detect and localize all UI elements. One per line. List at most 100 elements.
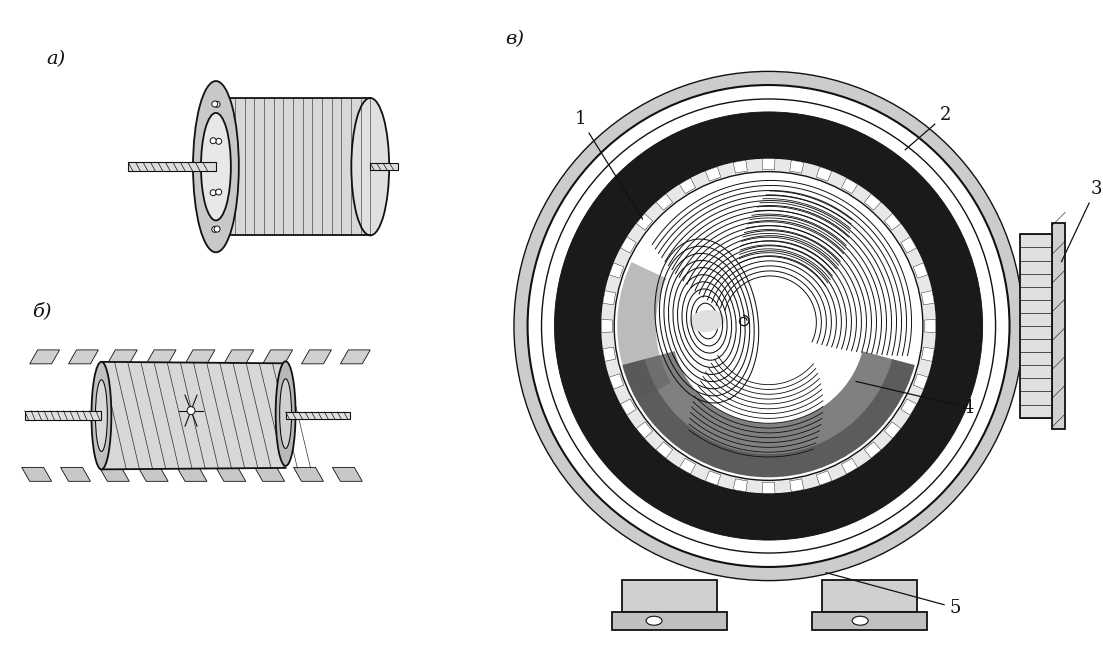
Wedge shape	[913, 374, 928, 389]
Polygon shape	[224, 350, 254, 364]
Text: 1: 1	[575, 110, 643, 219]
Wedge shape	[733, 160, 748, 173]
Bar	[216, 98, 371, 236]
Text: б): б)	[32, 302, 51, 320]
Wedge shape	[762, 482, 775, 493]
Wedge shape	[622, 351, 914, 477]
Wedge shape	[865, 194, 881, 210]
Circle shape	[614, 172, 923, 480]
Wedge shape	[921, 290, 934, 305]
Wedge shape	[901, 237, 917, 253]
Wedge shape	[656, 442, 673, 458]
Polygon shape	[263, 350, 292, 364]
Ellipse shape	[193, 81, 239, 253]
Bar	[812, 612, 927, 630]
Ellipse shape	[689, 310, 725, 332]
Wedge shape	[679, 458, 696, 474]
Wedge shape	[603, 290, 615, 305]
Bar	[1020, 234, 1052, 417]
Wedge shape	[790, 478, 804, 492]
Ellipse shape	[352, 98, 389, 236]
Circle shape	[601, 159, 935, 493]
Wedge shape	[601, 320, 612, 333]
Circle shape	[211, 189, 216, 196]
Wedge shape	[555, 112, 983, 540]
Wedge shape	[621, 237, 636, 253]
Polygon shape	[138, 467, 168, 481]
Polygon shape	[101, 362, 286, 469]
Wedge shape	[865, 442, 881, 458]
Circle shape	[212, 101, 217, 107]
Wedge shape	[621, 399, 636, 415]
Polygon shape	[185, 350, 215, 364]
Circle shape	[515, 72, 1022, 580]
Wedge shape	[924, 320, 935, 333]
Ellipse shape	[92, 362, 111, 469]
Wedge shape	[790, 160, 804, 173]
Polygon shape	[255, 467, 285, 481]
Text: в): в)	[505, 30, 524, 48]
Wedge shape	[901, 399, 917, 415]
Wedge shape	[618, 262, 671, 402]
Text: 3: 3	[1061, 180, 1102, 262]
Circle shape	[188, 407, 195, 415]
Wedge shape	[622, 359, 914, 477]
Bar	[24, 411, 101, 421]
Wedge shape	[816, 167, 832, 181]
Circle shape	[214, 226, 221, 232]
Ellipse shape	[276, 361, 296, 466]
Wedge shape	[609, 263, 624, 278]
Bar	[622, 580, 717, 612]
Ellipse shape	[280, 379, 291, 449]
Polygon shape	[341, 350, 371, 364]
Wedge shape	[679, 178, 696, 194]
Ellipse shape	[853, 616, 868, 625]
Polygon shape	[99, 467, 129, 481]
Wedge shape	[636, 422, 653, 438]
Wedge shape	[842, 178, 858, 194]
Polygon shape	[216, 467, 246, 481]
Text: 4: 4	[856, 381, 974, 417]
Ellipse shape	[96, 380, 107, 451]
Polygon shape	[301, 350, 331, 364]
Bar	[128, 163, 216, 171]
Wedge shape	[921, 347, 934, 361]
Polygon shape	[68, 350, 98, 364]
Polygon shape	[107, 350, 137, 364]
Wedge shape	[913, 263, 928, 278]
Wedge shape	[816, 471, 832, 485]
Polygon shape	[178, 467, 207, 481]
Circle shape	[527, 85, 1009, 567]
Wedge shape	[603, 347, 615, 361]
Polygon shape	[293, 467, 323, 481]
Text: 2: 2	[906, 106, 951, 150]
Polygon shape	[30, 350, 60, 364]
Bar	[286, 412, 351, 419]
Polygon shape	[332, 467, 362, 481]
Wedge shape	[733, 478, 748, 492]
Circle shape	[214, 102, 221, 107]
Wedge shape	[762, 159, 775, 170]
Bar	[823, 580, 917, 612]
Text: а): а)	[46, 50, 66, 68]
Bar	[1052, 223, 1065, 428]
Polygon shape	[61, 467, 90, 481]
Bar	[612, 612, 727, 630]
Circle shape	[542, 99, 996, 553]
Polygon shape	[22, 467, 52, 481]
Ellipse shape	[201, 113, 231, 221]
Wedge shape	[609, 374, 624, 389]
Circle shape	[212, 227, 217, 232]
Circle shape	[211, 138, 216, 144]
Wedge shape	[515, 72, 1022, 580]
Wedge shape	[842, 458, 858, 474]
Wedge shape	[705, 167, 720, 181]
Text: 5: 5	[826, 573, 961, 616]
Circle shape	[216, 189, 222, 195]
Wedge shape	[656, 194, 673, 210]
Wedge shape	[885, 422, 901, 438]
Wedge shape	[885, 214, 901, 230]
Wedge shape	[705, 471, 720, 485]
Ellipse shape	[646, 616, 662, 625]
Polygon shape	[147, 350, 176, 364]
